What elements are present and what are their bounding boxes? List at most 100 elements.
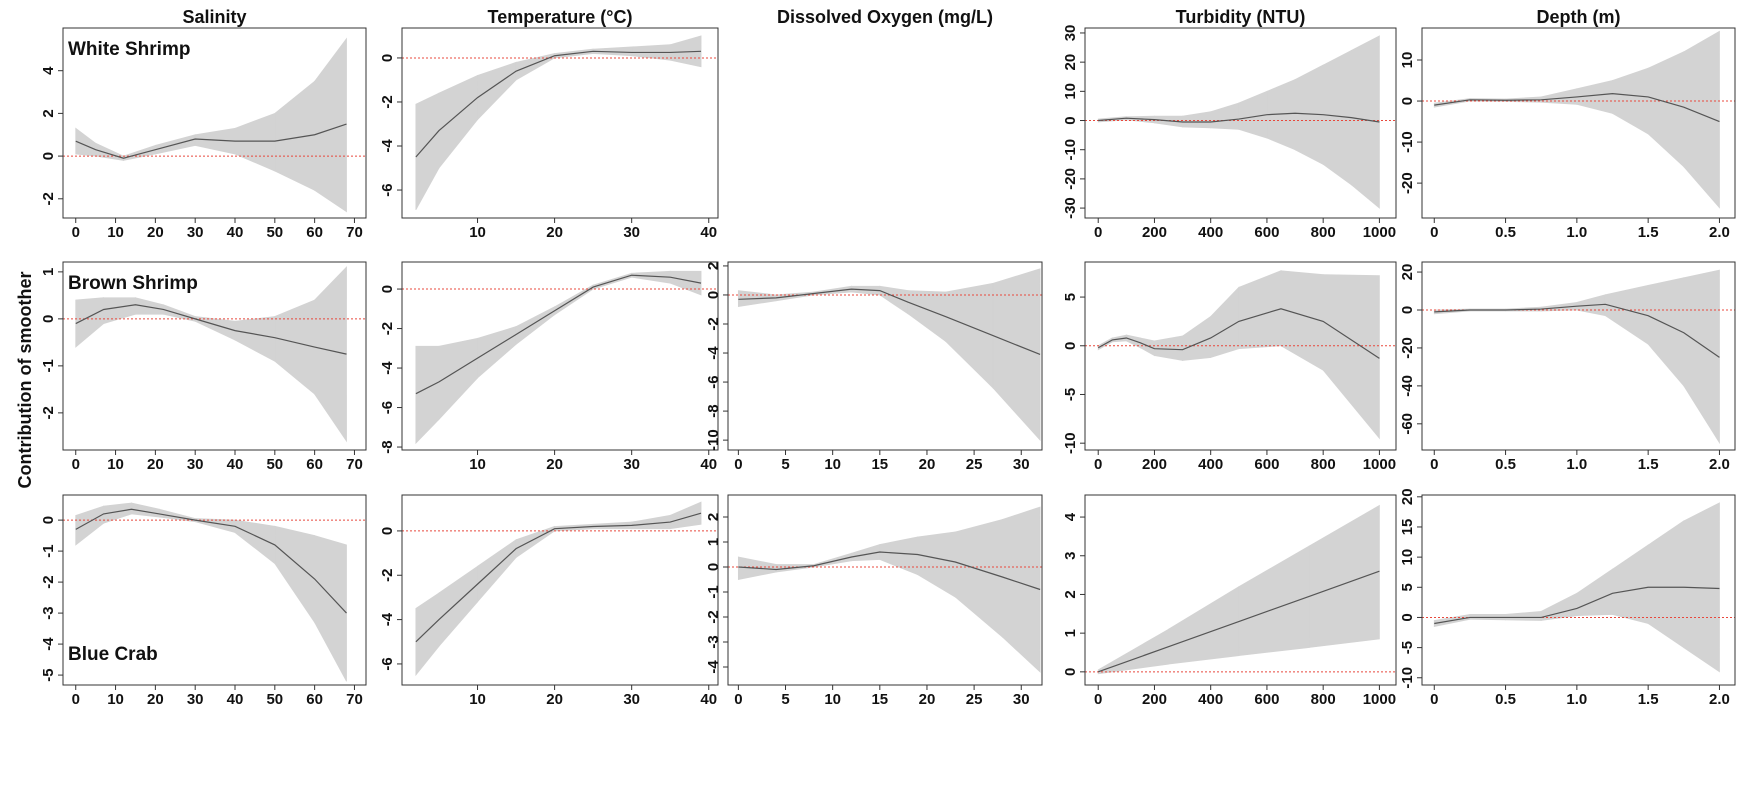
confidence-band [477, 326, 517, 379]
y-tick-label: 1 [1062, 629, 1079, 637]
column-title: Turbidity (NTU) [1176, 7, 1306, 27]
x-tick-label: 800 [1311, 691, 1336, 708]
y-tick-label: 10 [1399, 52, 1416, 69]
x-tick-label: 40 [700, 691, 717, 708]
x-tick-label: 200 [1142, 691, 1167, 708]
y-tick-label: -2 [40, 575, 57, 588]
plot-frame [62, 27, 367, 219]
confidence-band [75, 297, 105, 348]
panel: 10 20 30 40-6-4-20 [379, 494, 719, 708]
confidence-band [1280, 270, 1324, 371]
y-tick-label: -20 [1399, 172, 1416, 194]
confidence-band [1683, 30, 1720, 209]
plot-frame [1421, 261, 1736, 451]
confidence-band [992, 268, 1041, 442]
x-tick-label: 15 [871, 456, 888, 473]
plot-area [1422, 269, 1735, 445]
y-tick-label: 0 [379, 285, 396, 293]
x-tick-label: 30 [187, 224, 204, 241]
fit-line [738, 551, 1041, 591]
x-tick-label: 30 [623, 691, 640, 708]
confidence-band [1182, 111, 1212, 129]
x-tick-label: 0 [72, 456, 80, 473]
y-tick-label: 0 [40, 516, 57, 524]
x-tick-label: 10 [824, 691, 841, 708]
confidence-band [1350, 35, 1380, 209]
x-tick-label: 70 [346, 456, 363, 473]
y-tick-label: 0 [705, 291, 722, 299]
panel: 0 5 10 15 20 25 30 -4 -3 -2 -1 0 1 2 [705, 494, 1043, 708]
x-tick-label: 0 [734, 456, 742, 473]
plot-area [728, 506, 1042, 673]
x-tick-label: 70 [346, 691, 363, 708]
y-tick-label: -8 [705, 404, 722, 417]
panel: 0 0.5 1.0 1.5 2.0 -60 -40 -20 0 20 [1399, 261, 1736, 473]
x-tick-label: 0 [1430, 224, 1438, 241]
y-tick-label: 3 [1062, 552, 1079, 560]
confidence-band [1238, 90, 1268, 139]
plot-frame [1084, 261, 1397, 451]
y-axis-label: Contribution of smoother [15, 272, 35, 489]
plot-frame [401, 494, 719, 686]
plot-frame [401, 261, 719, 451]
x-tick-label: 25 [966, 691, 983, 708]
panel: 0 200 400 600 800 1000 -10 -5 0 5 [1062, 261, 1397, 473]
confidence-band [669, 270, 702, 296]
x-tick-label: 0 [72, 224, 80, 241]
plot-area [1085, 504, 1396, 675]
x-tick-label: 50 [266, 224, 283, 241]
panel: 10 20 30 40-6-4-20 [379, 27, 719, 241]
x-tick-label: 30 [1013, 456, 1030, 473]
confidence-band [1683, 502, 1720, 673]
x-tick-label: 30 [187, 691, 204, 708]
x-tick-label: 60 [306, 691, 323, 708]
plot-frame [727, 494, 1043, 686]
plot-frame [1084, 494, 1397, 686]
confidence-band [477, 539, 517, 603]
x-tick-label: 400 [1198, 456, 1223, 473]
y-tick-label: 20 [1399, 264, 1416, 281]
x-tick-label: 1000 [1363, 456, 1396, 473]
x-tick-label: 25 [966, 456, 983, 473]
plot-frame [62, 261, 367, 451]
x-tick-label: 5 [781, 691, 789, 708]
x-tick-label: 800 [1311, 456, 1336, 473]
x-tick-label: 200 [1142, 224, 1167, 241]
y-tick-label: -1 [40, 544, 57, 557]
confidence-band [75, 505, 105, 546]
x-tick-label: 5 [781, 456, 789, 473]
y-tick-label: 2 [705, 513, 722, 521]
y-tick-label: 0 [1399, 97, 1416, 105]
x-tick-label: 800 [1311, 224, 1336, 241]
fit-line [1434, 303, 1720, 358]
fit-line [1097, 308, 1380, 359]
x-tick-label: 0 [1094, 456, 1102, 473]
y-tick-label: 0 [1399, 613, 1416, 621]
confidence-band [813, 285, 852, 296]
x-tick-label: 0 [1094, 691, 1102, 708]
y-tick-label: 0 [1062, 668, 1079, 676]
y-tick-label: 20 [1062, 54, 1079, 71]
fit-line [75, 123, 347, 159]
y-tick-label: -10 [1062, 432, 1079, 454]
fit-line [415, 50, 702, 158]
fit-line [738, 288, 1041, 356]
y-tick-label: -4 [379, 361, 396, 375]
x-tick-label: 2.0 [1709, 456, 1730, 473]
x-tick-label: 1.5 [1638, 224, 1659, 241]
column-title: Temperature (°C) [488, 7, 633, 27]
x-tick-label: 2.0 [1709, 691, 1730, 708]
y-tick-label: -5 [40, 668, 57, 681]
column-title: Dissolved Oxygen (mg/L) [777, 7, 993, 27]
confidence-band [1612, 544, 1649, 624]
x-tick-label: 1000 [1363, 224, 1396, 241]
confidence-band [1647, 277, 1685, 387]
y-tick-label: 0 [379, 54, 396, 62]
y-tick-label: -3 [705, 635, 722, 648]
y-tick-label: 30 [1062, 25, 1079, 42]
y-tick-label: 2 [40, 109, 57, 117]
x-tick-label: 20 [147, 456, 164, 473]
confidence-band [103, 297, 136, 325]
plot-area [1422, 30, 1735, 209]
